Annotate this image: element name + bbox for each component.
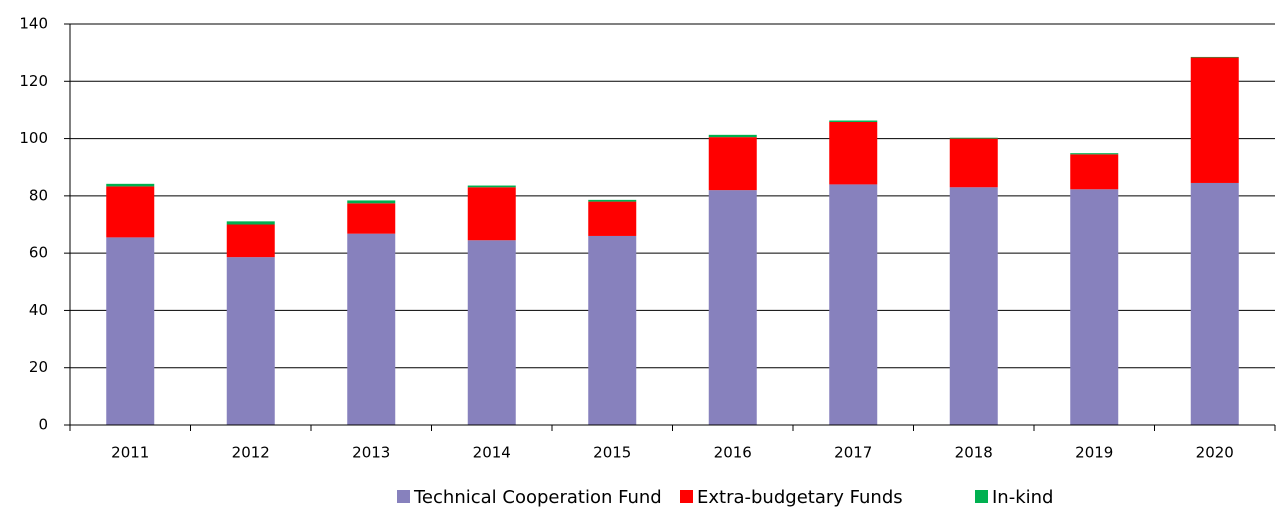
bar-segment bbox=[829, 184, 878, 425]
bar-segment bbox=[226, 224, 275, 258]
bar-segment bbox=[708, 134, 757, 138]
bar-segment bbox=[106, 237, 155, 425]
x-tick-label: 2012 bbox=[232, 444, 270, 462]
y-tick-label: 40 bbox=[29, 301, 48, 319]
bar-segment bbox=[1190, 182, 1239, 425]
bar-segment bbox=[467, 240, 516, 425]
bar-segment bbox=[467, 187, 516, 241]
y-tick-label: 20 bbox=[29, 358, 48, 376]
bar-segment bbox=[347, 203, 396, 234]
x-tick-label: 2019 bbox=[1075, 444, 1113, 462]
legend-label: Technical Cooperation Fund bbox=[413, 487, 662, 508]
bar-segment bbox=[708, 190, 757, 425]
bar-segment bbox=[588, 235, 637, 425]
legend-label: In-kind bbox=[992, 487, 1053, 508]
bar-segment bbox=[1190, 56, 1239, 58]
bar-segment bbox=[226, 221, 275, 225]
bar-segment bbox=[949, 137, 998, 139]
bar-segment bbox=[467, 185, 516, 188]
bar-segment bbox=[106, 183, 155, 187]
x-tick-label: 2011 bbox=[111, 444, 149, 462]
x-tick-label: 2015 bbox=[593, 444, 631, 462]
bar-segment bbox=[588, 199, 637, 202]
y-tick-label: 0 bbox=[38, 416, 48, 434]
bar-segment bbox=[347, 200, 396, 204]
legend: Technical Cooperation Fund Extra-budgetar… bbox=[397, 487, 1053, 508]
x-tick-label: 2017 bbox=[834, 444, 872, 462]
x-tick-label: 2014 bbox=[473, 444, 511, 462]
bar-segment bbox=[829, 121, 878, 185]
bar-segment bbox=[1070, 154, 1119, 190]
y-tick-label: 140 bbox=[19, 15, 48, 33]
legend-swatch bbox=[975, 490, 988, 503]
bar-segment bbox=[829, 120, 878, 122]
legend-swatch bbox=[680, 490, 693, 503]
x-tick-label: 2020 bbox=[1196, 444, 1234, 462]
y-tick-label: 100 bbox=[19, 129, 48, 147]
bar-segment bbox=[226, 257, 275, 425]
bar-segment bbox=[1070, 189, 1119, 425]
y-tick-label: 80 bbox=[29, 186, 48, 204]
legend-swatch bbox=[397, 490, 410, 503]
bar-segment bbox=[949, 138, 998, 188]
y-tick-label: 60 bbox=[29, 244, 48, 262]
bar-segment bbox=[106, 186, 155, 238]
x-tick-label: 2016 bbox=[714, 444, 752, 462]
legend-label: Extra-budgetary Funds bbox=[697, 487, 903, 508]
bar-segment bbox=[1190, 57, 1239, 183]
bar-segment bbox=[1070, 153, 1119, 155]
x-tick-label: 2018 bbox=[955, 444, 993, 462]
bar-segment bbox=[588, 201, 637, 236]
bar-segment bbox=[347, 233, 396, 425]
x-tick-label: 2013 bbox=[352, 444, 390, 462]
bar-segment bbox=[708, 137, 757, 191]
y-tick-label: 120 bbox=[19, 72, 48, 90]
bar-segment bbox=[949, 187, 998, 425]
